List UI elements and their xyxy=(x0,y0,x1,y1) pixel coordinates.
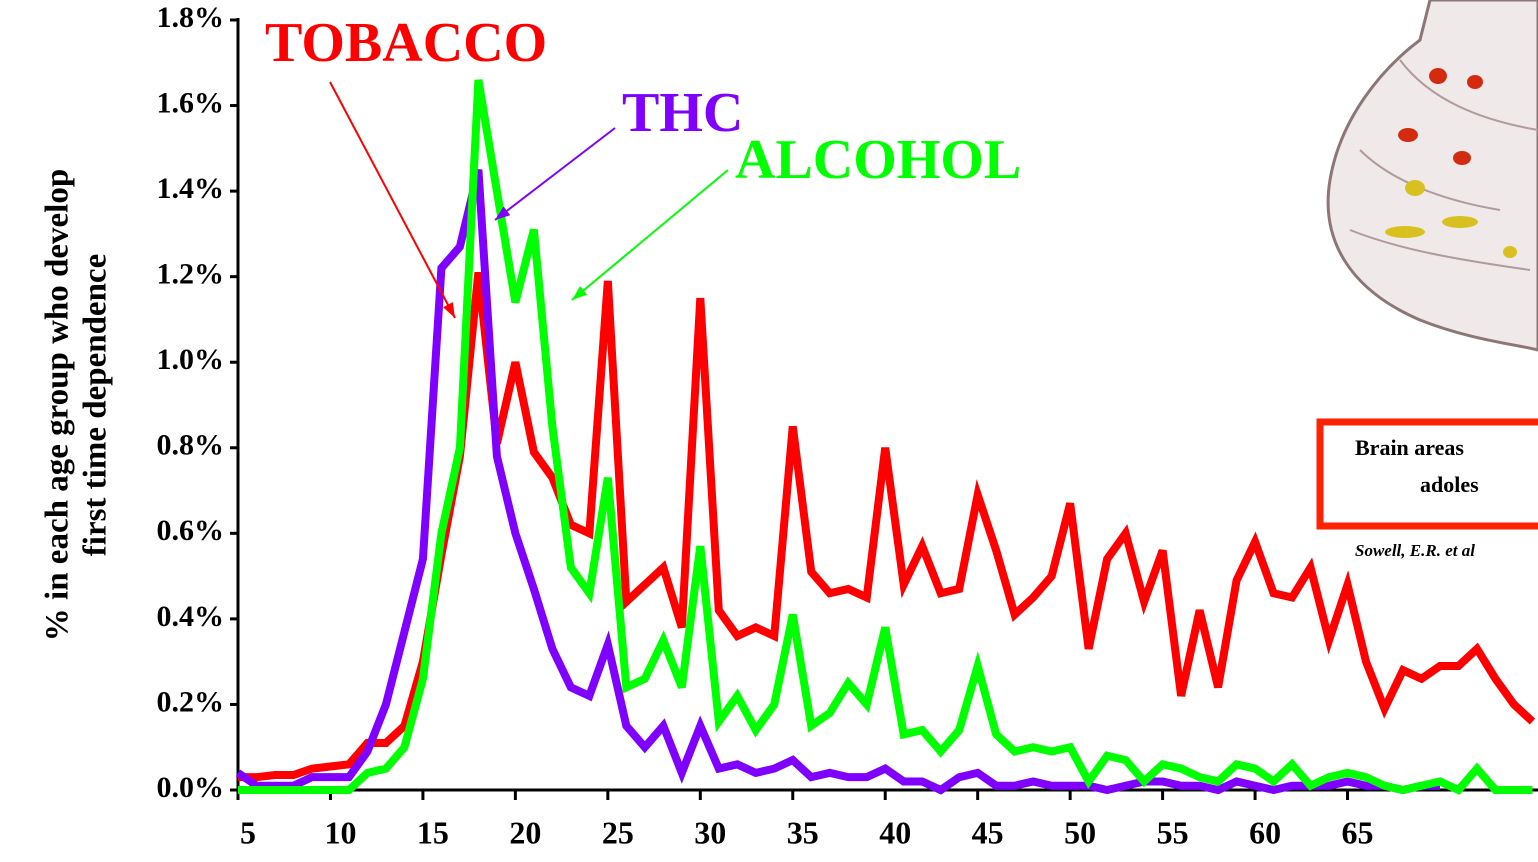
y-label-line: % in each age group who develop xyxy=(40,169,76,641)
x-tick-label: 25 xyxy=(602,814,634,850)
arrow-head xyxy=(495,206,511,220)
arrow-head xyxy=(572,286,588,300)
y-tick-label: 0.2% xyxy=(157,685,225,718)
series-label: TOBACCO xyxy=(265,12,547,74)
series-label: ALCOHOL xyxy=(735,129,1021,191)
x-tick-label: 30 xyxy=(694,814,726,850)
series-line xyxy=(238,79,1533,795)
arrow-head xyxy=(443,302,455,318)
y-tick-label: 1.4% xyxy=(157,172,225,205)
x-tick-label: 55 xyxy=(1157,814,1189,850)
x-tick-label: 35 xyxy=(787,814,819,850)
brain-spot xyxy=(1467,75,1483,89)
brain-spot xyxy=(1405,180,1425,196)
y-tick-label: 1.0% xyxy=(157,343,225,376)
brain-spot xyxy=(1442,216,1478,228)
plot-area xyxy=(235,79,1536,795)
y-tick-label: 0.0% xyxy=(157,771,225,804)
label-arrow xyxy=(329,81,456,319)
brain-image xyxy=(1326,0,1538,352)
x-tick-label: 65 xyxy=(1342,814,1374,850)
x-tick-label: 20 xyxy=(509,814,541,850)
brain-spot xyxy=(1398,128,1418,142)
series-line xyxy=(235,168,1440,795)
y-label-line: first time dependence xyxy=(78,254,114,556)
y-tick-label: 1.6% xyxy=(157,86,225,119)
y-tick-label: 1.8% xyxy=(157,1,225,34)
y-label: % in each age group who develop first ti… xyxy=(40,169,114,641)
x-tick-label: 10 xyxy=(324,814,356,850)
x-tick-label: 15 xyxy=(417,814,449,850)
x-tick-label: 5 xyxy=(240,814,256,850)
brain-outline xyxy=(1326,0,1538,352)
y-tick-label: 1.2% xyxy=(157,258,225,291)
inset-box xyxy=(1316,418,1538,530)
citation: Sowell, E.R. et al xyxy=(1355,541,1475,560)
y-tick-label: 0.4% xyxy=(157,600,225,633)
x-tick-label: 50 xyxy=(1064,814,1096,850)
label-arrow xyxy=(571,169,729,301)
brain-spot xyxy=(1429,68,1447,84)
brain-spot xyxy=(1503,246,1517,258)
x-tick-label: 45 xyxy=(972,814,1004,850)
y-tick-label: 0.6% xyxy=(157,514,225,547)
x-tick-label: 60 xyxy=(1249,814,1281,850)
inset-text: adoles xyxy=(1420,472,1479,497)
inset-text: Brain areas xyxy=(1355,435,1464,460)
x-tick-label: 40 xyxy=(879,814,911,850)
brain-spot xyxy=(1453,151,1471,165)
label-arrow xyxy=(494,127,616,221)
y-tick-label: 0.8% xyxy=(157,429,225,462)
brain-spot xyxy=(1385,226,1425,238)
series-label: THC xyxy=(622,82,743,144)
